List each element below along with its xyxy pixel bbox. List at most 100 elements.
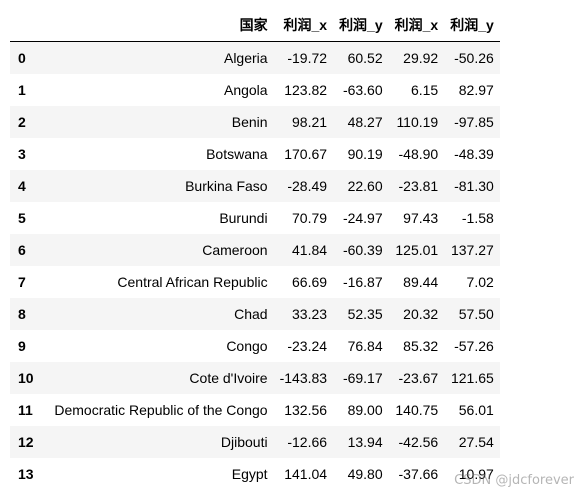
profit-x-2-cell: -48.90 <box>398 146 439 162</box>
country-cell: Egypt <box>231 466 268 482</box>
profit-y-1-cell: 89.00 <box>347 402 383 418</box>
header-profit-x-1: 利润_x <box>273 10 334 42</box>
profit-x-2-cell: 125.01 <box>395 242 439 258</box>
row-index: 1 <box>18 82 26 98</box>
profit-y-1-cell: 22.60 <box>347 178 383 194</box>
table-header: 国家 利润_x 利润_y 利润_x 利润_y <box>10 10 500 42</box>
table-row: 7 Central African Republic 66.69 -16.87 89.4… <box>10 266 500 298</box>
table-row: 12 Djibouti -12.66 13.94 -42.56 27.54 <box>10 426 500 458</box>
table-row: 2 Benin 98.21 48.27 110.19 -97.85 <box>10 106 500 138</box>
country-cell: Algeria <box>223 50 268 66</box>
profit-y-1-cell: 90.19 <box>347 146 383 162</box>
country-cell: Central African Republic <box>117 274 268 290</box>
profit-y-2-cell: -57.26 <box>454 338 494 354</box>
profit-x-1-cell: 141.04 <box>284 466 328 482</box>
profit-x-2-cell: 89.44 <box>403 274 439 290</box>
header-profit-x-2: 利润_x <box>388 10 445 42</box>
table-row: 0 Algeria -19.72 60.52 29.92 -50.26 <box>10 41 500 74</box>
profit-x-2-cell: 6.15 <box>410 82 439 98</box>
country-cell: Cameroon <box>202 242 268 258</box>
profit-y-1-cell: -16.87 <box>342 274 383 290</box>
profit-x-2-cell: 97.43 <box>403 210 439 226</box>
profit-x-2-cell: -37.66 <box>398 466 439 482</box>
profit-x-1-cell: 170.67 <box>284 146 328 162</box>
table-body: 0 Algeria -19.72 60.52 29.92 -50.26 1 Angola 123… <box>10 41 500 490</box>
profit-y-1-cell: -63.60 <box>342 82 383 98</box>
country-cell: Cote d'Ivoire <box>189 370 268 386</box>
row-index: 4 <box>18 178 26 194</box>
profit-x-1-cell: 132.56 <box>284 402 328 418</box>
profit-y-2-cell: -50.26 <box>454 50 494 66</box>
table-row: 11 Democratic Republic of the Congo 132.56… <box>10 394 500 426</box>
country-cell: Congo <box>226 338 268 354</box>
table-row: 3 Botswana 170.67 90.19 -48.90 -48.39 <box>10 138 500 170</box>
row-index: 13 <box>18 466 34 482</box>
profit-y-2-cell: 82.97 <box>458 82 494 98</box>
country-cell: Benin <box>231 114 268 130</box>
header-index <box>10 10 40 42</box>
profit-x-1-cell: 33.23 <box>292 306 328 322</box>
header-profit-y-1: 利润_y <box>333 10 389 42</box>
profit-x-1-cell: 123.82 <box>284 82 328 98</box>
row-index: 2 <box>18 114 26 130</box>
country-cell: Chad <box>234 306 268 322</box>
profit-y-2-cell: 57.50 <box>458 306 494 322</box>
country-cell: Burundi <box>219 210 268 226</box>
profit-y-2-cell: 7.02 <box>466 274 494 290</box>
profit-y-2-cell: 10.97 <box>458 466 494 482</box>
profit-x-1-cell: -12.66 <box>287 434 328 450</box>
row-index: 5 <box>18 210 26 226</box>
row-index: 0 <box>18 50 26 66</box>
profit-y-1-cell: 13.94 <box>347 434 383 450</box>
profit-y-1-cell: 49.80 <box>347 466 383 482</box>
profit-x-2-cell: 110.19 <box>396 114 439 130</box>
table-row: 1 Angola 123.82 -63.60 6.15 82.97 <box>10 74 500 106</box>
profit-x-1-cell: -23.24 <box>287 338 328 354</box>
table-row: 4 Burkina Faso -28.49 22.60 -23.81 -81.30 <box>10 170 500 202</box>
profit-y-2-cell: -97.85 <box>454 114 494 130</box>
row-index: 6 <box>18 242 26 258</box>
table-row: 10 Cote d'Ivoire -143.83 -69.17 -23.67 121.65 <box>10 362 500 394</box>
profit-y-2-cell: -81.30 <box>454 178 494 194</box>
row-index: 3 <box>18 146 26 162</box>
profit-y-2-cell: -1.58 <box>461 210 494 226</box>
row-index: 7 <box>18 274 26 290</box>
profit-y-1-cell: -69.17 <box>342 370 383 386</box>
profit-x-1-cell: -19.72 <box>287 50 328 66</box>
profit-x-2-cell: -23.81 <box>398 178 439 194</box>
country-cell: Democratic Republic of the Congo <box>54 402 268 418</box>
profit-y-1-cell: 52.35 <box>347 306 383 322</box>
table-row: 9 Congo -23.24 76.84 85.32 -57.26 <box>10 330 500 362</box>
row-index: 11 <box>18 402 33 418</box>
country-cell: Angola <box>223 82 268 98</box>
row-index: 10 <box>18 370 34 386</box>
profit-x-1-cell: 66.69 <box>292 274 328 290</box>
table-row: 13 Egypt 141.04 49.80 -37.66 10.97 <box>10 458 500 490</box>
profit-y-1-cell: -60.39 <box>342 242 383 258</box>
profit-x-2-cell: -23.67 <box>398 370 439 386</box>
watermark: CSDN @jdcforever <box>454 473 574 488</box>
header-country: 国家 <box>39 10 274 42</box>
profit-x-2-cell: 140.75 <box>395 402 439 418</box>
profit-y-2-cell: -48.39 <box>454 146 494 162</box>
country-cell: Botswana <box>206 146 268 162</box>
row-index: 12 <box>18 434 34 450</box>
table-row: 5 Burundi 70.79 -24.97 97.43 -1.58 <box>10 202 500 234</box>
profit-x-1-cell: 70.79 <box>292 210 328 226</box>
profit-x-1-cell: -143.83 <box>279 370 328 386</box>
profit-y-2-cell: 27.54 <box>458 434 494 450</box>
table-row: 8 Chad 33.23 52.35 20.32 57.50 <box>10 298 500 330</box>
country-cell: Djibouti <box>220 434 268 450</box>
profit-y-1-cell: 48.27 <box>347 114 383 130</box>
profit-x-1-cell: 41.84 <box>292 242 328 258</box>
table-row: 6 Cameroon 41.84 -60.39 125.01 137.27 <box>10 234 500 266</box>
header-row: 国家 利润_x 利润_y 利润_x 利润_y <box>10 10 500 42</box>
header-profit-y-2: 利润_y <box>444 10 500 42</box>
profit-y-2-cell: 56.01 <box>458 402 494 418</box>
profit-y-2-cell: 121.65 <box>450 370 494 386</box>
profit-x-2-cell: 29.92 <box>403 50 439 66</box>
dataframe-table: 国家 利润_x 利润_y 利润_x 利润_y 0 Algeria -19.72 60.… <box>10 10 500 490</box>
profit-y-1-cell: -24.97 <box>342 210 383 226</box>
profit-y-2-cell: 137.27 <box>450 242 494 258</box>
profit-x-1-cell: 98.21 <box>292 114 328 130</box>
